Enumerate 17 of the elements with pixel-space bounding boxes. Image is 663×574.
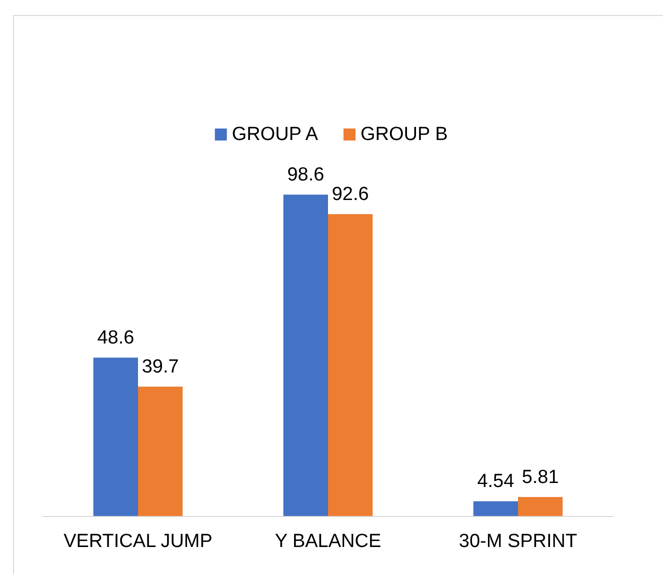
bar bbox=[283, 194, 328, 516]
data-label: 5.81 bbox=[522, 467, 559, 488]
bar bbox=[328, 214, 373, 516]
data-label: 39.7 bbox=[142, 356, 179, 378]
bar bbox=[138, 386, 183, 516]
bar bbox=[473, 501, 518, 516]
data-label: 98.6 bbox=[287, 164, 324, 186]
x-tick-label: 30-M SPRINT bbox=[458, 531, 578, 552]
x-tick-label: VERTICAL JUMP bbox=[64, 531, 212, 552]
bar bbox=[518, 497, 563, 516]
legend-label: GROUP B bbox=[360, 124, 448, 145]
data-label: 92.6 bbox=[332, 184, 369, 206]
data-label: 48.6 bbox=[97, 328, 134, 349]
legend-label: GROUP A bbox=[232, 124, 318, 145]
bar bbox=[93, 358, 138, 516]
x-tick-label: Y BALANCE bbox=[274, 531, 382, 552]
data-label: 4.54 bbox=[477, 471, 515, 492]
